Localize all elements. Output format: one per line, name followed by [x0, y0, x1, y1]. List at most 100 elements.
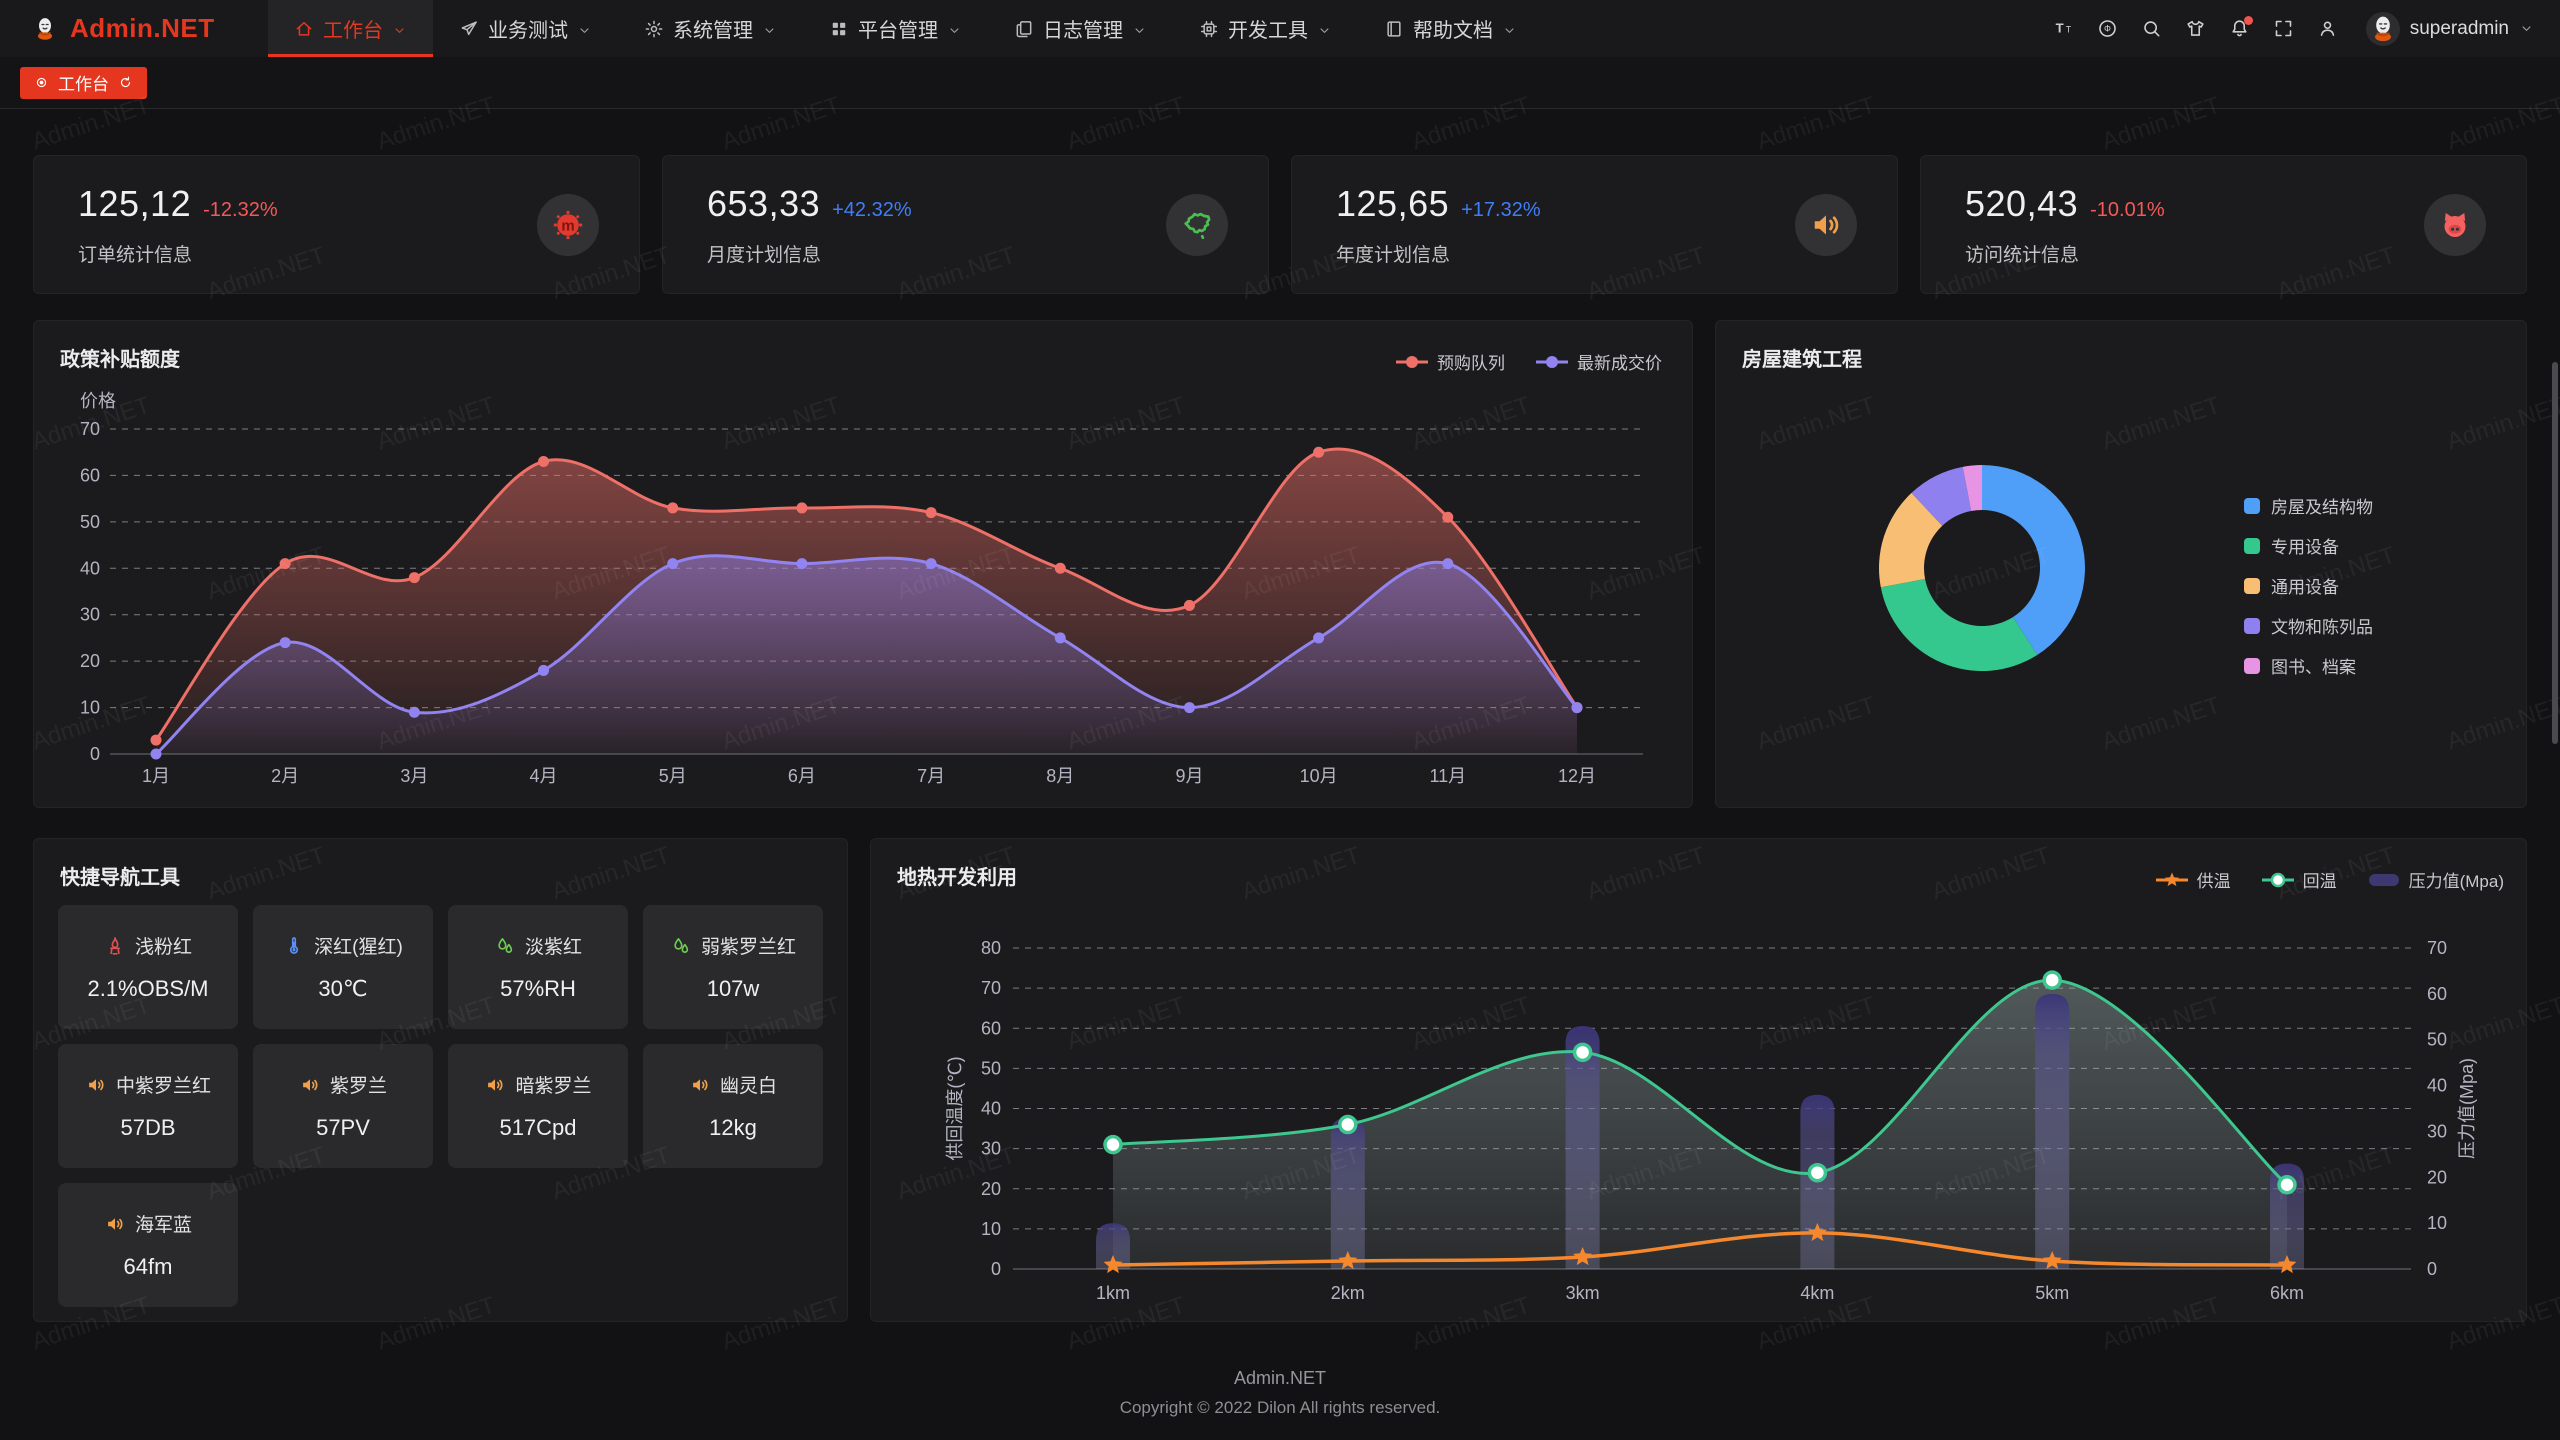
- notification-icon: [2229, 18, 2250, 39]
- svg-text:20: 20: [2427, 1167, 2447, 1187]
- svg-text:供回温度(℃): 供回温度(℃): [945, 1056, 965, 1160]
- svg-text:m: m: [561, 217, 574, 234]
- quick-card-value: 2.1%OBS/M: [87, 976, 209, 1001]
- search-icon[interactable]: [2130, 9, 2174, 49]
- stat-card-0: 125,12 -12.32% 订单统计信息 m: [33, 155, 640, 294]
- nav-item-6[interactable]: 帮助文档: [1358, 0, 1543, 57]
- chevron-down-icon: [1317, 21, 1332, 36]
- legend-label: 文物和陈列品: [2271, 618, 2373, 637]
- quick-nav-card-5[interactable]: 紫罗兰 57PV: [253, 1044, 433, 1168]
- speaker-icon: [104, 1213, 126, 1235]
- chevron-down-icon: [947, 21, 962, 36]
- nav-item-0[interactable]: 工作台: [268, 0, 433, 57]
- svg-text:2月: 2月: [271, 766, 299, 786]
- theme-icon[interactable]: [2174, 9, 2218, 49]
- svg-text:50: 50: [2427, 1030, 2447, 1050]
- quick-card-value: 30℃: [318, 976, 368, 1001]
- svg-text:9月: 9月: [1175, 766, 1203, 786]
- quick-card-value: 57PV: [316, 1115, 370, 1140]
- app-logo[interactable]: Admin.NET: [0, 13, 268, 44]
- profile-icon[interactable]: [2306, 9, 2350, 49]
- page-footer: Admin.NET Copyright © 2022 Dilon All rig…: [0, 1368, 2560, 1418]
- svg-text:1月: 1月: [142, 766, 170, 786]
- scrollbar-thumb[interactable]: [2552, 362, 2558, 744]
- stat-label: 访问统计信息: [1965, 244, 2080, 266]
- nav-item-label: 工作台: [323, 20, 383, 42]
- quick-nav-card-2[interactable]: 淡紫红 57%RH: [448, 905, 628, 1029]
- stat-label: 年度计划信息: [1336, 244, 1451, 266]
- stat-delta: +17.32%: [1461, 198, 1541, 221]
- svg-text:1km: 1km: [1096, 1283, 1130, 1303]
- svg-text:12月: 12月: [1558, 766, 1596, 786]
- donut-legend-item-0[interactable]: 房屋及结构物: [2244, 493, 2373, 518]
- quick-nav-card-7[interactable]: 幽灵白 12kg: [643, 1044, 823, 1168]
- stat-value: 125,65: [1336, 182, 1450, 224]
- policy-legend: 预购队列 最新成交价: [1395, 349, 1662, 374]
- svg-text:5月: 5月: [659, 766, 687, 786]
- legend-swatch: [2244, 497, 2260, 514]
- panel-geothermal-chart: 地热开发利用 供温 回温 压力值(Mpa) 0 10 20 30 40 50 60 70 80 0 10…: [870, 838, 2527, 1322]
- svg-text:20: 20: [80, 651, 100, 671]
- nav-item-2[interactable]: 系统管理: [618, 0, 803, 57]
- panel-title: 快捷导航工具: [60, 867, 180, 889]
- legend-item-回温[interactable]: 回温: [2261, 867, 2337, 892]
- refresh-icon[interactable]: [118, 75, 133, 90]
- quick-card-title: 淡紫红: [524, 937, 582, 958]
- speaker-icon: [85, 1074, 107, 1096]
- nav-item-label: 帮助文档: [1413, 20, 1493, 42]
- nav-item-4[interactable]: 日志管理: [988, 0, 1173, 57]
- quick-card-title: 幽灵白: [719, 1076, 777, 1097]
- svg-text:40: 40: [2427, 1076, 2447, 1096]
- legend-swatch: [2244, 577, 2260, 594]
- policy-line-chart[interactable]: 0 10 20 30 40 50 60 70 价格 1月 2月 3月 4月 5月 6月 7月 8月 9月 10月 11…: [58, 391, 1670, 791]
- nav-item-5[interactable]: 开发工具: [1173, 0, 1358, 57]
- stat-delta: +42.32%: [832, 198, 912, 221]
- svg-text:Ф: Ф: [2104, 24, 2111, 34]
- stat-delta: -12.32%: [203, 198, 278, 221]
- chevron-down-icon: [392, 21, 407, 36]
- quick-nav-card-0[interactable]: 浅粉红 2.1%OBS/M: [58, 905, 238, 1029]
- geothermal-mixed-chart[interactable]: 0 10 20 30 40 50 60 70 80 0 10 20 30 40 50 60 70 1km 2km 3k…: [895, 903, 2504, 1307]
- donut-legend-item-2[interactable]: 通用设备: [2244, 573, 2373, 598]
- fullscreen-icon[interactable]: [2262, 9, 2306, 49]
- donut-legend-item-4[interactable]: 图书、档案: [2244, 653, 2373, 678]
- legend-item-供温[interactable]: 供温: [2155, 867, 2231, 892]
- legend-label: 通用设备: [2271, 578, 2339, 597]
- quick-nav-card-8[interactable]: 海军蓝 64fm: [58, 1183, 238, 1307]
- humidity-icon: [494, 935, 516, 957]
- svg-text:70: 70: [80, 419, 100, 439]
- nav-item-3[interactable]: 平台管理: [803, 0, 988, 57]
- stat-delta: -10.01%: [2090, 198, 2165, 221]
- legend-item-预购队列[interactable]: 预购队列: [1395, 349, 1505, 374]
- svg-text:价格: 价格: [80, 391, 116, 411]
- svg-text:4月: 4月: [530, 766, 558, 786]
- language-icon[interactable]: Ф: [2086, 9, 2130, 49]
- quick-nav-card-1[interactable]: 深红(猩红) 30℃: [253, 905, 433, 1029]
- housing-donut-chart[interactable]: [1832, 418, 2132, 718]
- svg-text:2km: 2km: [1331, 1283, 1365, 1303]
- logo-icon: [30, 14, 60, 44]
- tab-workbench[interactable]: 工作台: [20, 66, 147, 99]
- main-nav: 工作台 业务测试 系统管理 平台管理 日志管理 开发工具 帮助文档: [268, 0, 1543, 57]
- send-icon: [459, 19, 479, 39]
- humidity-icon: [670, 935, 692, 957]
- svg-text:80: 80: [981, 938, 1001, 958]
- svg-text:30: 30: [981, 1139, 1001, 1159]
- svg-text:6月: 6月: [788, 766, 816, 786]
- legend-item-压力值(Mpa)[interactable]: 压力值(Mpa): [2367, 867, 2504, 892]
- quick-nav-card-6[interactable]: 暗紫罗兰 517Cpd: [448, 1044, 628, 1168]
- quick-card-value: 64fm: [123, 1254, 173, 1279]
- donut-legend-item-1[interactable]: 专用设备: [2244, 533, 2373, 558]
- nav-item-1[interactable]: 业务测试: [433, 0, 618, 57]
- legend-item-最新成交价[interactable]: 最新成交价: [1535, 349, 1662, 374]
- svg-text:50: 50: [981, 1058, 1001, 1078]
- user-menu[interactable]: superadmin: [2365, 11, 2534, 46]
- quick-nav-card-4[interactable]: 中紫罗兰红 57DB: [58, 1044, 238, 1168]
- notification-icon[interactable]: [2218, 9, 2262, 49]
- svg-text:70: 70: [2427, 938, 2447, 958]
- fire-icon: [104, 935, 126, 957]
- svg-text:40: 40: [80, 558, 100, 578]
- quick-nav-card-3[interactable]: 弱紫罗兰红 107w: [643, 905, 823, 1029]
- donut-legend-item-3[interactable]: 文物和陈列品: [2244, 613, 2373, 638]
